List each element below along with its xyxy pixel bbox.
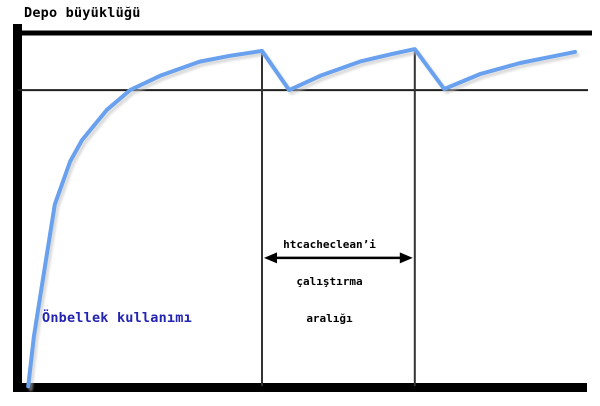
interval-annotation-line-2: çalıştırma (296, 275, 363, 289)
storage-size-label: Depo büyüklüğü (24, 5, 141, 21)
usage-curve-shadow (28, 50, 580, 392)
usage-curve (26, 47, 577, 389)
interval-annotation-line-1: htcacheclean’i (283, 237, 376, 251)
cache-usage-label: Önbellek kullanımı (42, 310, 192, 326)
arrow-head-right-icon (399, 252, 413, 264)
interval-annotation-line-3: aralığı (306, 312, 353, 326)
x-axis (13, 383, 587, 392)
y-axis (13, 24, 22, 392)
interval-annotation: htcacheclean’i çalıştırma aralığı (251, 214, 408, 350)
arrow-head-left-icon (264, 252, 277, 264)
